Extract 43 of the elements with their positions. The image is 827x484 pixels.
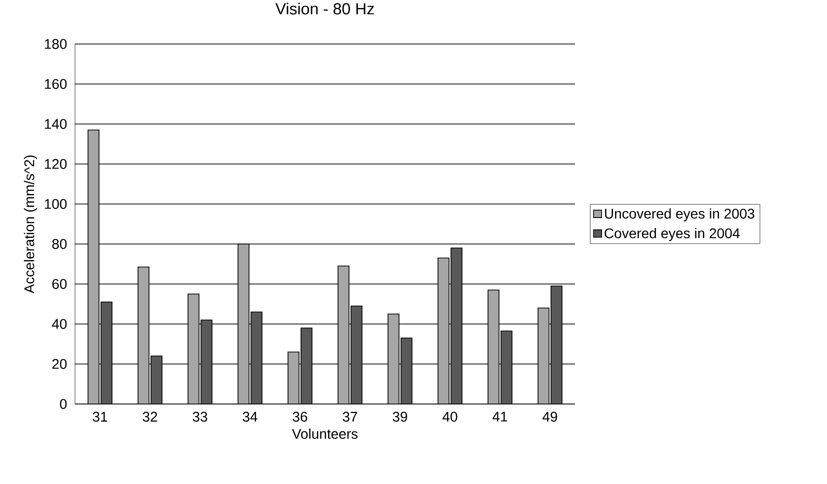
y-axis-title: Acceleration (mm/s^2) — [24, 155, 37, 294]
bar — [200, 320, 212, 404]
y-tick-label: 100 — [44, 199, 67, 209]
y-tick-label: 180 — [44, 39, 67, 49]
bar — [388, 314, 400, 404]
bar — [438, 258, 450, 404]
bar — [450, 248, 462, 404]
legend-label: Covered eyes in 2004 — [604, 228, 740, 242]
x-tick-label: 32 — [142, 412, 158, 422]
legend-label: Uncovered eyes in 2003 — [605, 208, 754, 222]
bar — [500, 330, 512, 404]
bar — [188, 294, 200, 404]
bar — [100, 302, 112, 404]
bar — [338, 266, 350, 404]
bar — [400, 338, 412, 404]
y-tick-label: 120 — [44, 159, 67, 169]
y-tick-label: 60 — [52, 279, 67, 289]
y-tick-label: 40 — [52, 319, 67, 329]
bar — [250, 312, 262, 404]
bar — [538, 308, 550, 404]
bar — [550, 286, 562, 404]
y-tick-label: 140 — [44, 119, 67, 129]
x-tick-label: 41 — [492, 412, 508, 422]
x-tick-label: 31 — [92, 412, 108, 422]
x-tick-label: 34 — [242, 412, 258, 422]
y-tick-label: 0 — [60, 399, 67, 409]
bar — [88, 130, 100, 404]
bar — [350, 306, 362, 404]
x-tick-label: 37 — [342, 412, 358, 422]
x-tick-label: 33 — [192, 412, 208, 422]
bar — [300, 328, 312, 404]
bar — [138, 266, 150, 404]
y-tick-label: 80 — [52, 239, 67, 249]
y-tick-label: 20 — [52, 359, 67, 369]
bar — [238, 244, 250, 404]
x-axis-title: Volunteers — [292, 428, 358, 439]
bar — [488, 290, 500, 404]
x-tick-label: 40 — [442, 412, 458, 422]
x-tick-label: 36 — [292, 412, 308, 422]
x-tick-label: 49 — [542, 412, 558, 422]
chart-title: Vision - 80 Hz — [275, 2, 374, 14]
x-tick-label: 39 — [392, 412, 408, 422]
y-tick-label: 160 — [44, 79, 67, 89]
